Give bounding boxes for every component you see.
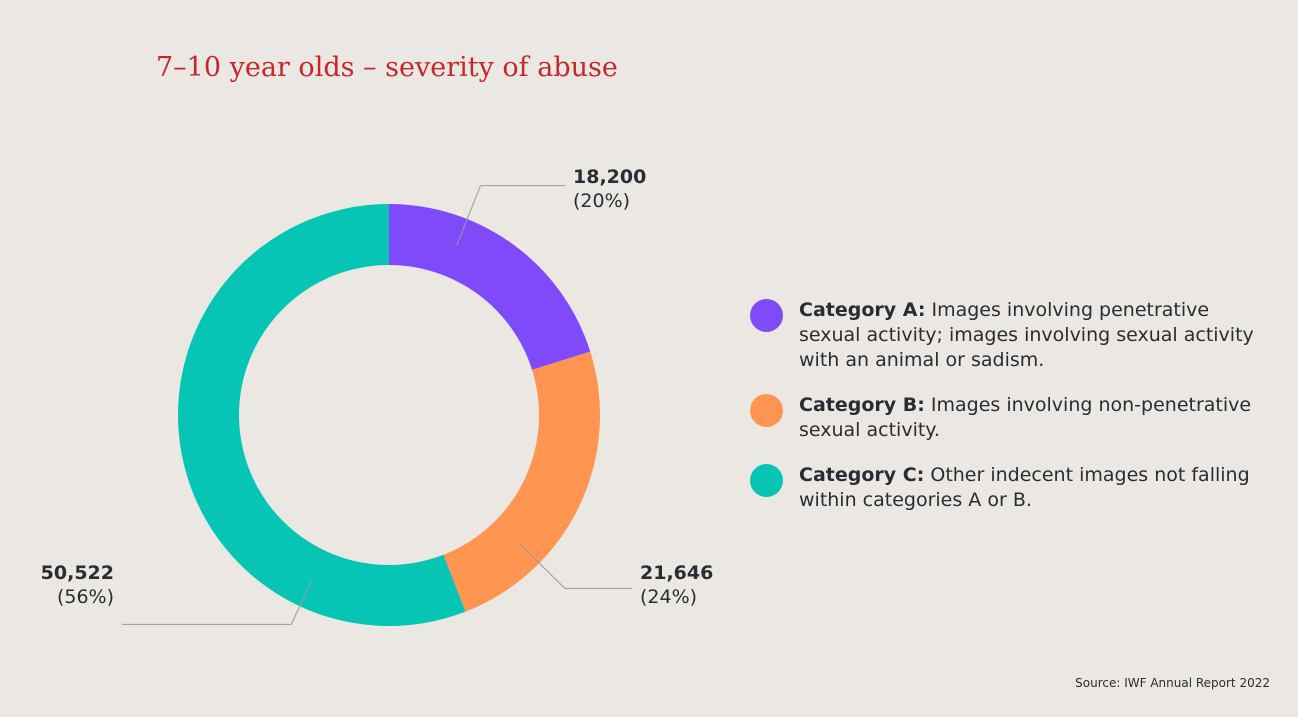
- data-label-value-category-c: 50,522: [41, 562, 114, 584]
- data-label-percent-category-b: (24%): [640, 586, 697, 608]
- legend-text-category-c: Other indecent images not falling within…: [799, 464, 1250, 511]
- data-label-value-category-a: 18,200: [573, 166, 646, 188]
- legend-item-category-c: Category C: Other indecent images not fa…: [750, 463, 1270, 513]
- legend-label-category-b: Category B:: [799, 394, 925, 416]
- chart-title: 7–10 year olds – severity of abuse: [156, 52, 618, 83]
- legend-text-category-b: Images involving non-penetrative sexual …: [799, 394, 1252, 441]
- legend-item-category-a: Category A: Images involving penetrative…: [750, 298, 1270, 373]
- donut-slice-category-c: [178, 204, 466, 626]
- donut-slice-category-a: [389, 204, 591, 370]
- source-note: Source: IWF Annual Report 2022: [1075, 676, 1270, 690]
- legend-swatch-category-c: [750, 464, 783, 497]
- legend-swatch-category-b: [750, 394, 783, 427]
- legend-item-category-b: Category B: Images involving non-penetra…: [750, 393, 1270, 443]
- data-label-percent-category-c: (56%): [57, 586, 114, 608]
- leader-line-category-c: [122, 580, 313, 625]
- data-label-value-category-b: 21,646: [640, 562, 713, 584]
- data-label-percent-category-a: (20%): [573, 190, 630, 212]
- legend-text-category-a: Images involving penetrative sexual acti…: [799, 299, 1254, 371]
- donut-slice-category-b: [443, 351, 600, 612]
- legend-label-category-a: Category A:: [799, 299, 926, 321]
- legend-swatch-category-a: [750, 299, 783, 332]
- leader-line-category-b: [518, 542, 632, 589]
- chart-legend: Category A: Images involving penetrative…: [750, 298, 1270, 533]
- legend-label-category-c: Category C:: [799, 464, 925, 486]
- leader-line-category-a: [456, 185, 565, 246]
